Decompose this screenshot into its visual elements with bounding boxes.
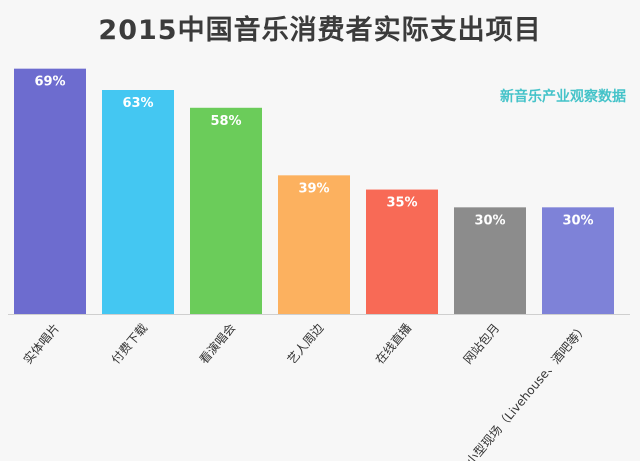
category-label-5: 网站包月 xyxy=(461,321,503,367)
bar-4 xyxy=(366,189,438,314)
value-label-0: 69% xyxy=(34,75,65,90)
chart-title: 2015中国音乐消费者实际支出项目 xyxy=(98,15,542,46)
category-label-1: 付费下载 xyxy=(109,321,151,367)
value-label-5: 30% xyxy=(474,213,505,228)
category-label-2: 看演唱会 xyxy=(196,320,238,366)
bar-0 xyxy=(14,68,86,315)
bar-2 xyxy=(190,107,262,315)
value-label-6: 30% xyxy=(562,213,593,228)
category-label-0: 实体唱片 xyxy=(20,320,62,366)
value-label-1: 63% xyxy=(122,96,153,111)
value-label-4: 35% xyxy=(386,196,417,211)
category-label-4: 在线直播 xyxy=(373,321,415,367)
bar-5 xyxy=(454,207,526,314)
category-label-3: 艺人周边 xyxy=(285,321,327,367)
category-labels-group: 实体唱片 付费下载 看演唱会 艺人周边 在线直播 网站包月小型现场（Livehouse、酒… xyxy=(20,320,590,461)
source-note: 新音乐产业观察数据 xyxy=(500,89,626,105)
bar-1 xyxy=(102,90,174,314)
value-label-2: 58% xyxy=(210,114,241,129)
bars-group xyxy=(14,68,614,315)
value-labels-group: 69% 63% 58% 39% 35% 30% 30% xyxy=(34,75,593,229)
bar-6 xyxy=(542,207,614,314)
bar-3 xyxy=(278,175,350,314)
value-label-3: 39% xyxy=(298,181,329,196)
